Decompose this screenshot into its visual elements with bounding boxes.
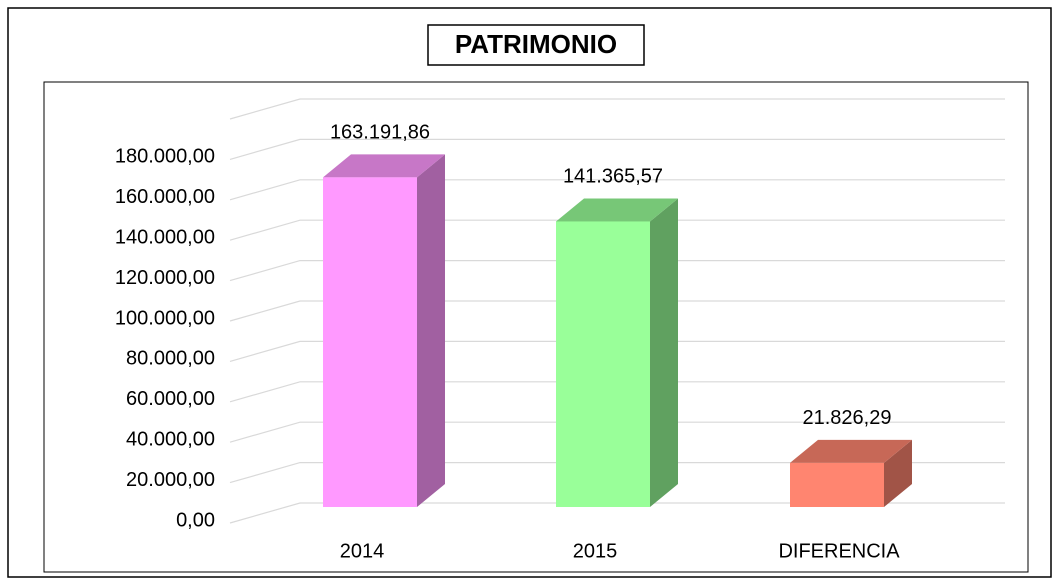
title-box [427, 24, 645, 66]
y-tick-label: 20.000,00 [126, 469, 215, 491]
y-tick-label: 0,00 [176, 509, 215, 531]
grid-line [229, 179, 1005, 201]
grid-line [229, 340, 1005, 362]
value-label: 141.365,57 [563, 166, 663, 188]
bar-top [323, 154, 445, 178]
x-tick-label: 2014 [340, 540, 385, 562]
plot-frame [43, 81, 1029, 573]
value-label: 21.826,29 [803, 407, 892, 429]
grid-line [229, 98, 1005, 120]
chart-title: PATRIMONIO [455, 29, 617, 59]
bar [323, 177, 417, 507]
x-tick-label: 2015 [573, 540, 618, 562]
y-tick-label: 160.000,00 [115, 186, 215, 208]
y-tick-label: 120.000,00 [115, 267, 215, 289]
grid-line [229, 462, 1005, 484]
bar [790, 462, 884, 507]
value-label: 163.191,86 [330, 122, 430, 144]
y-tick-label: 40.000,00 [126, 428, 215, 450]
grid-line [229, 300, 1005, 322]
bar-top [556, 198, 678, 222]
grid-line [229, 421, 1005, 443]
y-tick-label: 100.000,00 [115, 307, 215, 329]
grid-line [229, 138, 1005, 160]
y-tick-label: 80.000,00 [126, 348, 215, 370]
y-tick-label: 140.000,00 [115, 226, 215, 248]
bar [556, 221, 650, 508]
grid-line [229, 260, 1005, 282]
grid-line [229, 219, 1005, 241]
bar-side [884, 439, 912, 507]
x-tick-label: DIFERENCIA [778, 540, 900, 562]
bar-side [417, 154, 445, 507]
bar-top [790, 439, 912, 463]
grid-line [229, 381, 1005, 403]
bar-side [650, 198, 678, 508]
grid-line [229, 502, 1005, 524]
y-tick-label: 180.000,00 [115, 146, 215, 168]
y-tick-label: 60.000,00 [126, 388, 215, 410]
